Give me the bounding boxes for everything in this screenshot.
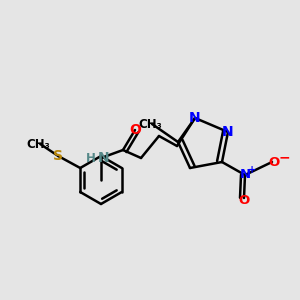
Text: S: S — [53, 149, 63, 163]
Text: +: + — [248, 165, 256, 175]
Text: O: O — [238, 194, 250, 206]
Text: N: N — [222, 125, 234, 139]
Text: CH₃: CH₃ — [138, 118, 162, 130]
Text: N: N — [98, 151, 110, 165]
Text: N: N — [189, 111, 201, 125]
Text: N: N — [239, 169, 250, 182]
Text: −: − — [278, 150, 290, 164]
Text: O: O — [268, 155, 280, 169]
Text: O: O — [129, 123, 141, 137]
Text: CH₃: CH₃ — [26, 137, 50, 151]
Text: H: H — [86, 152, 96, 164]
